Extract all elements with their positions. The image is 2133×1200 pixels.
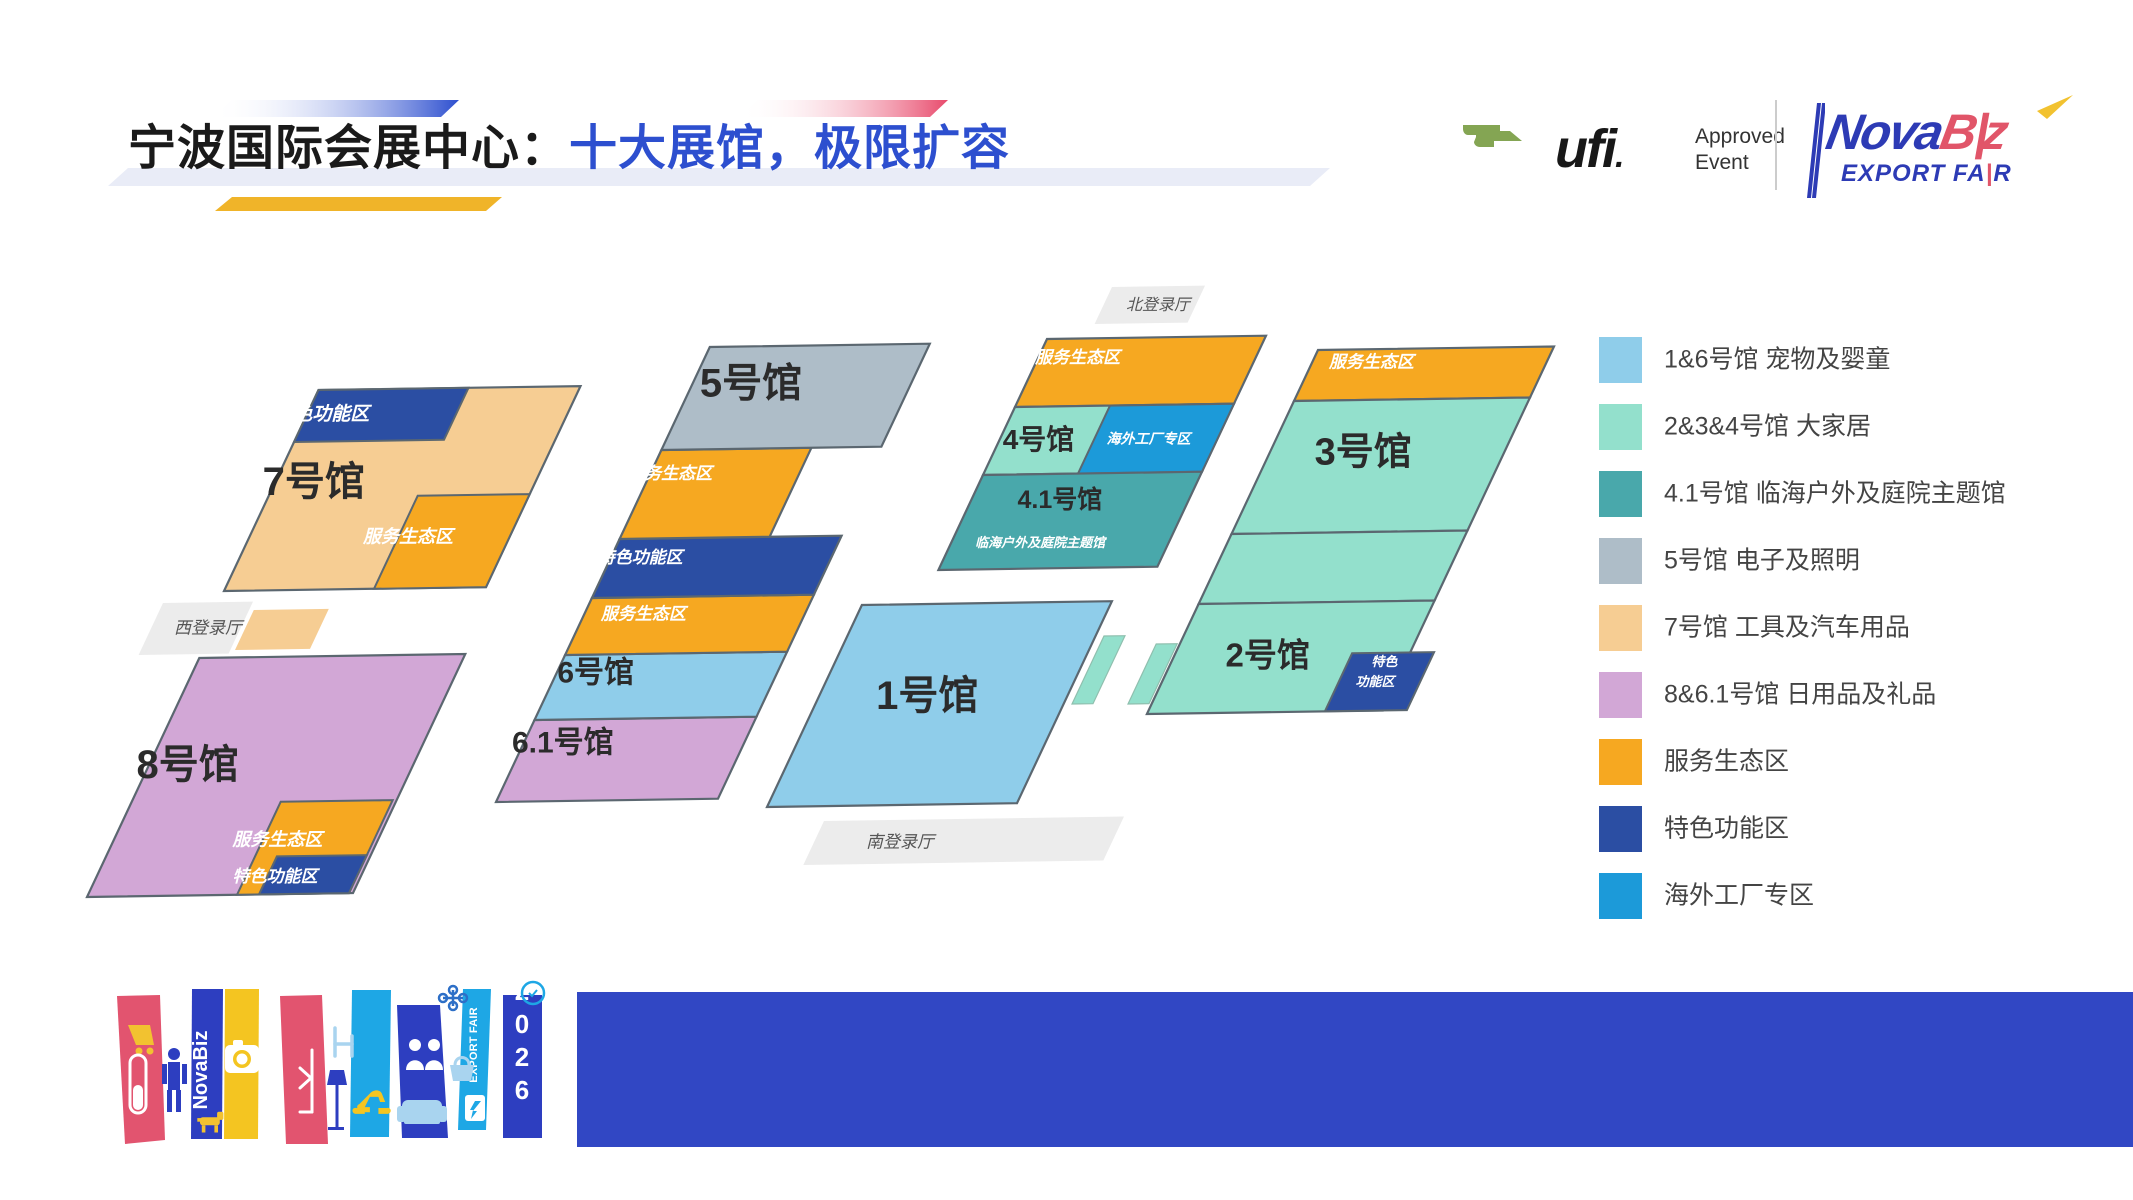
svg-text:4.1号馆 临海户外及庭院主题馆: 4.1号馆 临海户外及庭院主题馆	[1664, 480, 2006, 508]
svg-text:特色功能区: 特色功能区	[1664, 815, 1789, 843]
svg-text:南登录厅: 南登录厅	[866, 832, 937, 851]
svg-text:1号馆: 1号馆	[876, 674, 978, 718]
svg-text:服务生态区: 服务生态区	[1328, 353, 1417, 372]
svg-text:1&6号馆 宠物及婴童: 1&6号馆 宠物及婴童	[1664, 346, 1890, 374]
svg-text:服务生态区: 服务生态区	[362, 526, 456, 546]
svg-text:服务生态区: 服务生态区	[1664, 748, 1789, 776]
svg-text:5号馆 电子及照明: 5号馆 电子及照明	[1664, 547, 1860, 575]
svg-text:临海户外及庭院主题馆: 临海户外及庭院主题馆	[975, 535, 1107, 550]
svg-text:8&6.1号馆 日用品及礼品: 8&6.1号馆 日用品及礼品	[1664, 681, 1936, 709]
svg-text:3号馆: 3号馆	[1315, 432, 1412, 474]
svg-text:5号馆: 5号馆	[700, 362, 802, 406]
svg-text:服务生态区: 服务生态区	[1034, 348, 1123, 367]
svg-text:特色功能区: 特色功能区	[274, 403, 372, 425]
svg-text:功能区: 功能区	[1355, 674, 1396, 689]
svg-text:服务生态区: 服务生态区	[231, 829, 325, 849]
svg-text:北登录厅: 北登录厅	[1126, 296, 1193, 314]
svg-text:6.1号馆: 6.1号馆	[512, 725, 614, 759]
svg-text:4号馆: 4号馆	[1003, 423, 1075, 455]
svg-text:海外工厂专区: 海外工厂专区	[1664, 882, 1814, 910]
svg-text:特色功能区: 特色功能区	[598, 548, 686, 567]
svg-text:6号馆: 6号馆	[557, 655, 634, 689]
svg-text:2号馆: 2号馆	[1226, 636, 1310, 673]
svg-text:西登录厅: 西登录厅	[174, 618, 245, 637]
svg-text:服务生态区: 服务生态区	[626, 464, 715, 483]
svg-text:海外工厂专区: 海外工厂专区	[1107, 431, 1194, 447]
svg-text:特色功能区: 特色功能区	[233, 867, 321, 886]
svg-text:7号馆 工具及汽车用品: 7号馆 工具及汽车用品	[1664, 614, 1910, 642]
svg-text:服务生态区: 服务生态区	[600, 605, 689, 624]
svg-text:4.1号馆: 4.1号馆	[1018, 485, 1103, 514]
svg-text:7号馆: 7号馆	[263, 460, 365, 504]
svg-text:8号馆: 8号馆	[136, 743, 238, 787]
svg-text:2&3&4号馆 大家居: 2&3&4号馆 大家居	[1664, 413, 1871, 441]
svg-text:特色: 特色	[1371, 654, 1398, 669]
